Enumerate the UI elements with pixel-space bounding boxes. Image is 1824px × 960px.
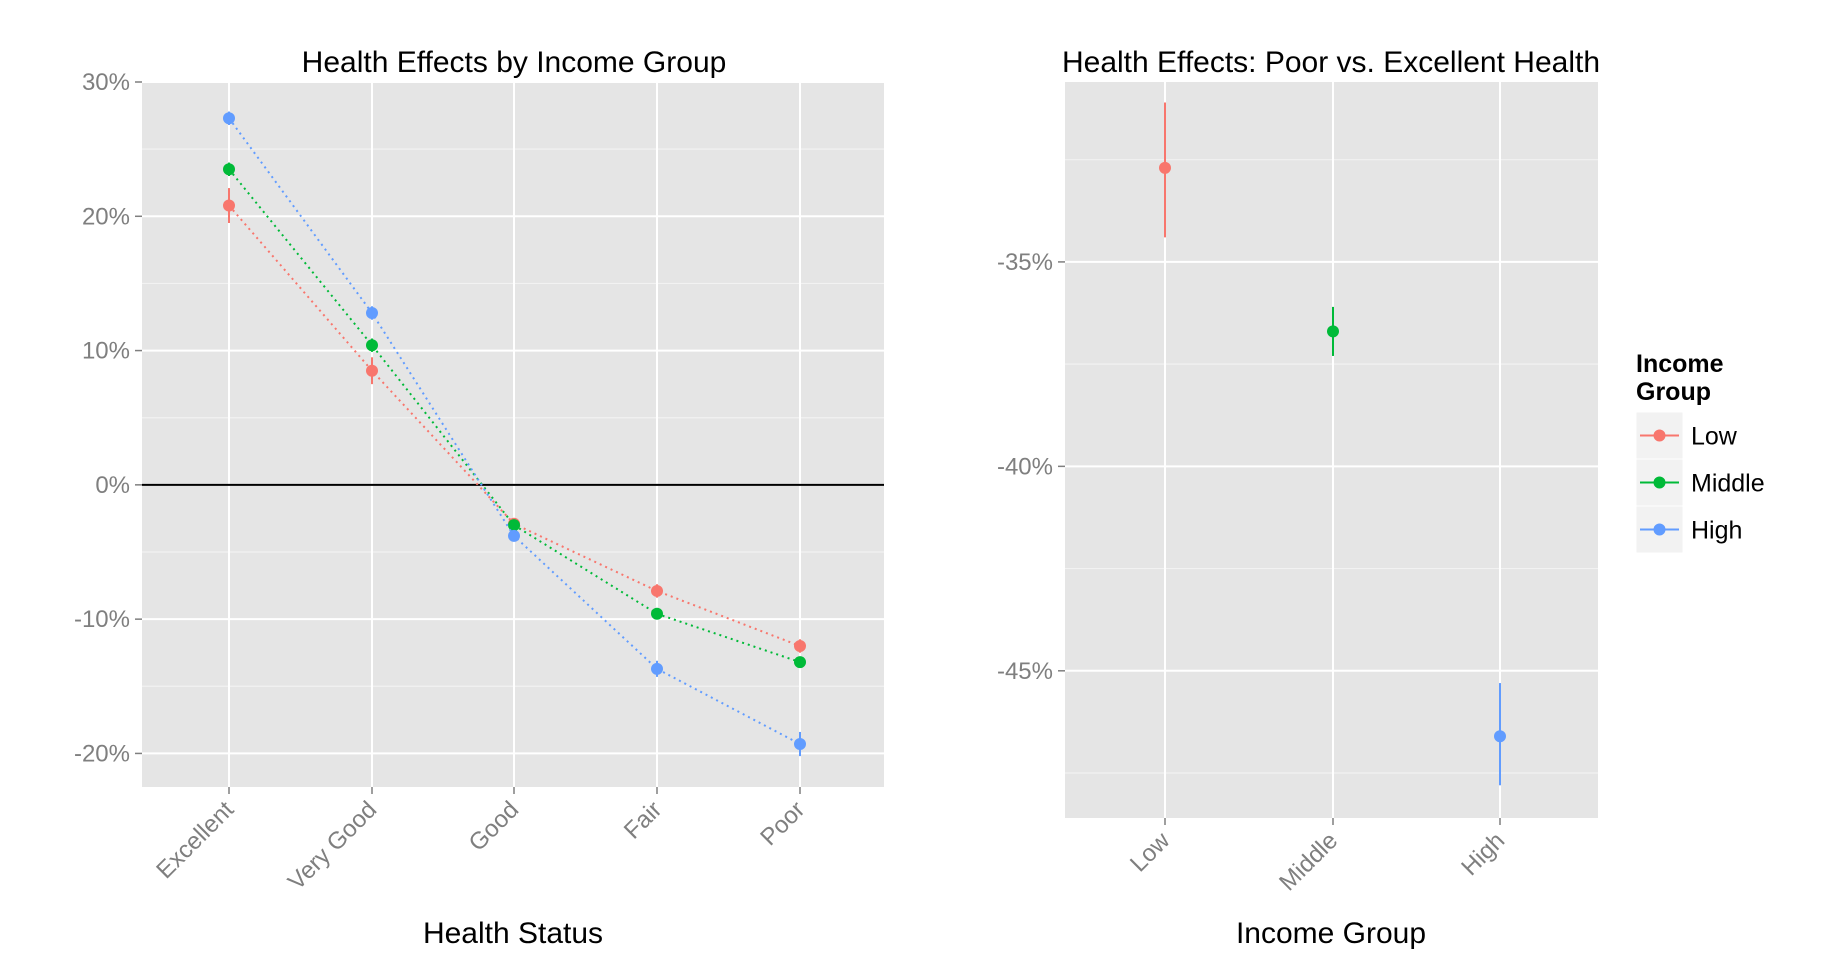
right-plot-panel bbox=[1065, 82, 1598, 818]
left-y-tick-label: -10% bbox=[74, 606, 130, 633]
right-y-tick-label: -45% bbox=[997, 658, 1053, 685]
right-x-tick-label: High bbox=[1456, 827, 1510, 881]
left-y-axis: -20% -10% 0% 10% 20% 30% bbox=[74, 69, 142, 767]
left-chart-title: Health Effects by Income Group bbox=[302, 46, 727, 79]
right-data-marks bbox=[1159, 102, 1506, 786]
right-y-axis: -35% -40% -45% bbox=[997, 249, 1065, 685]
left-series-line-middle bbox=[228, 168, 801, 664]
right-point-high bbox=[1494, 730, 1506, 743]
left-y-tick-label: 30% bbox=[82, 69, 130, 96]
left-point-high bbox=[651, 662, 663, 675]
left-point-low bbox=[794, 640, 806, 652]
right-chart-title: Health Effects: Poor vs. Excellent Healt… bbox=[1062, 46, 1600, 79]
left-point-middle bbox=[508, 519, 520, 532]
legend-key-point bbox=[1653, 429, 1666, 442]
left-point-middle bbox=[794, 656, 806, 669]
legend-label-middle: Middle bbox=[1691, 470, 1765, 498]
right-x-tick-label: Low bbox=[1125, 827, 1176, 878]
left-x-tick-label: Poor bbox=[755, 796, 810, 851]
left-point-high bbox=[223, 112, 235, 125]
left-x-tick-label: Very Good bbox=[283, 796, 382, 895]
legend-key-point bbox=[1653, 476, 1666, 489]
left-y-tick-label: 0% bbox=[95, 472, 130, 499]
legend-title-line2: Group bbox=[1636, 378, 1711, 406]
left-point-middle bbox=[223, 163, 235, 176]
right-point-middle bbox=[1327, 325, 1339, 338]
left-point-low bbox=[223, 199, 235, 212]
left-point-high bbox=[366, 306, 378, 319]
left-y-tick-label: 20% bbox=[82, 203, 130, 230]
legend-key-point bbox=[1653, 523, 1666, 536]
legend-title-line1: Income bbox=[1636, 350, 1724, 378]
right-chart: Health Effects: Poor vs. Excellent Healt… bbox=[997, 46, 1600, 950]
left-x-axis: Excellent Very Good Good Fair Poor bbox=[151, 787, 810, 895]
left-point-low bbox=[651, 584, 663, 597]
legend-label-low: Low bbox=[1691, 423, 1738, 451]
left-y-tick-label: 10% bbox=[82, 338, 130, 365]
left-point-middle bbox=[651, 607, 663, 620]
left-point-high bbox=[508, 529, 520, 542]
legend: Income Group Low Middle High bbox=[1635, 350, 1765, 554]
left-point-high bbox=[794, 738, 806, 751]
legend-items: Low Middle High bbox=[1635, 411, 1765, 554]
left-data-marks bbox=[142, 111, 884, 757]
right-x-axis: Low Middle High bbox=[1125, 818, 1510, 896]
left-point-middle bbox=[366, 339, 378, 352]
legend-label-high: High bbox=[1691, 517, 1742, 545]
right-point-low bbox=[1159, 161, 1171, 174]
left-x-tick-label: Excellent bbox=[151, 796, 239, 884]
left-chart: Health Effects by Income Group -20% -10% 0… bbox=[74, 46, 884, 950]
left-y-tick-label: -20% bbox=[74, 740, 130, 767]
right-y-tick-label: -40% bbox=[997, 453, 1053, 480]
left-x-tick-label: Fair bbox=[619, 796, 667, 844]
left-x-axis-title: Health Status bbox=[423, 917, 603, 950]
right-x-tick-label: Middle bbox=[1274, 827, 1343, 896]
left-point-low bbox=[366, 364, 378, 377]
right-y-tick-label: -35% bbox=[997, 249, 1053, 276]
right-x-axis-title: Income Group bbox=[1236, 917, 1426, 950]
left-x-tick-label: Good bbox=[464, 796, 525, 857]
